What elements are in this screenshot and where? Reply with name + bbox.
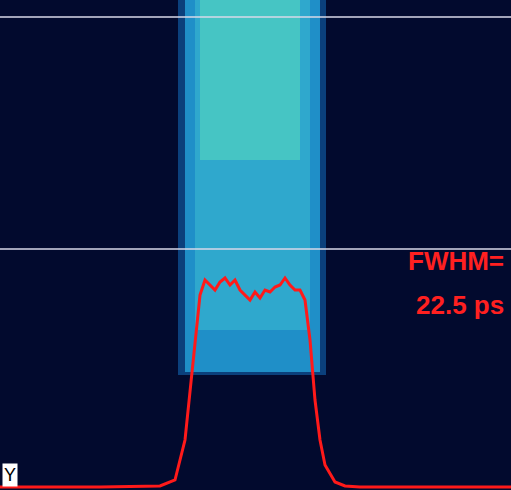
svg-text:22.5 ps: 22.5 ps xyxy=(416,290,504,320)
svg-text:Y: Y xyxy=(4,465,16,485)
svg-text:FWHM=: FWHM= xyxy=(408,246,504,276)
